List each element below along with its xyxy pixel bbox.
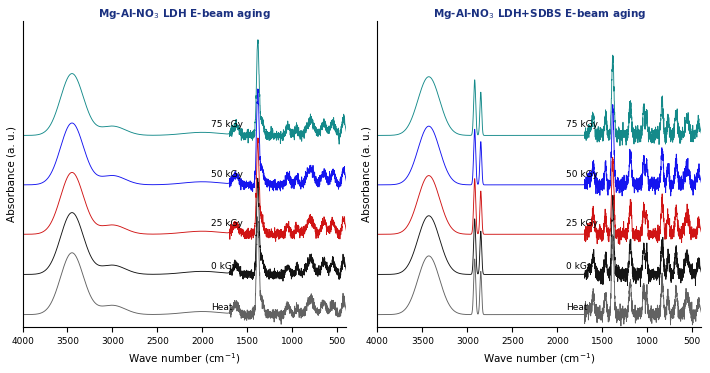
Title: Mg-Al-NO$_3$ LDH+SDBS E-beam aging: Mg-Al-NO$_3$ LDH+SDBS E-beam aging [433,7,646,21]
Text: 50 kGy: 50 kGy [212,170,244,179]
Text: 75 kGy: 75 kGy [567,120,599,129]
Text: 75 kGy: 75 kGy [212,120,244,129]
Text: Heat: Heat [212,303,233,311]
Text: Heat: Heat [567,303,588,311]
Text: 50 kGy: 50 kGy [567,170,599,179]
Title: Mg-Al-NO$_3$ LDH E-beam aging: Mg-Al-NO$_3$ LDH E-beam aging [98,7,271,21]
Text: 0 kGy: 0 kGy [567,262,593,272]
Y-axis label: Absorbance (a. u.): Absorbance (a. u.) [7,126,17,222]
Text: 25 kGy: 25 kGy [212,219,244,228]
X-axis label: Wave number (cm$^{-1}$): Wave number (cm$^{-1}$) [484,351,596,366]
X-axis label: Wave number (cm$^{-1}$): Wave number (cm$^{-1}$) [129,351,241,366]
Text: 0 kGy: 0 kGy [212,262,238,272]
Y-axis label: Absorbance (a. u.): Absorbance (a. u.) [362,126,372,222]
Text: 25 kGy: 25 kGy [567,219,599,228]
